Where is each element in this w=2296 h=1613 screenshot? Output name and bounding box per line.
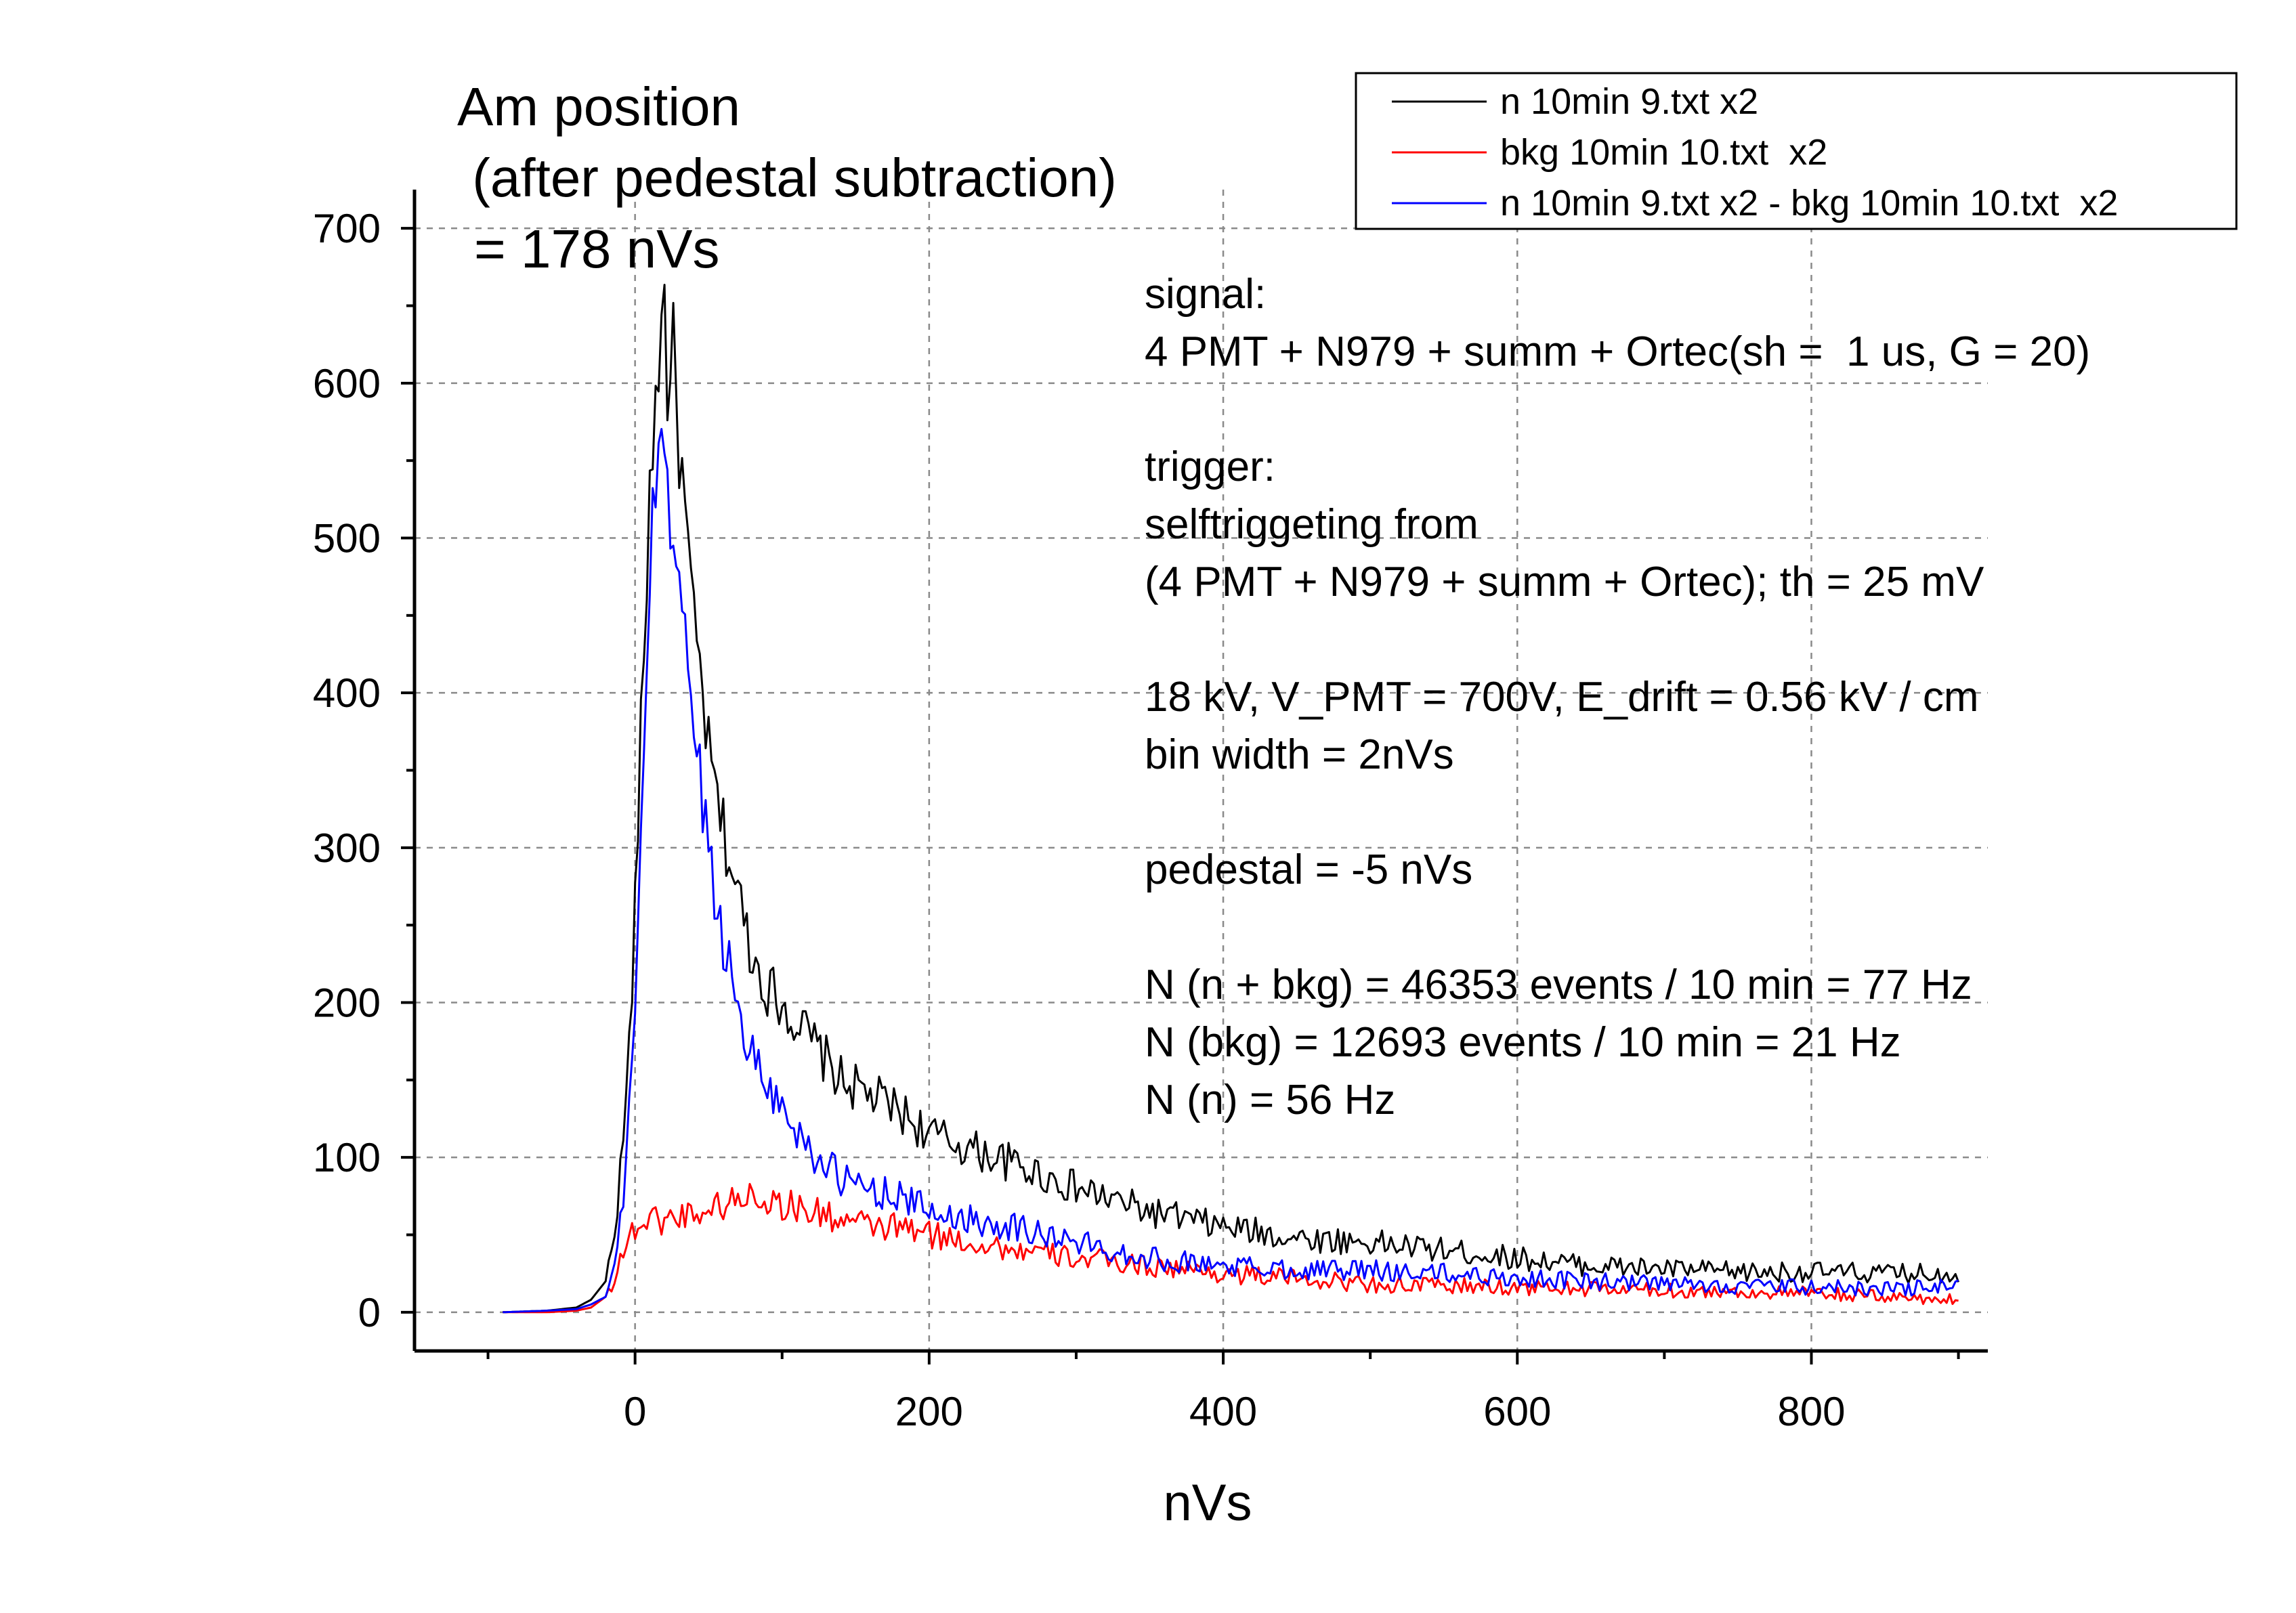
y-tick-label: 700 xyxy=(313,206,381,251)
annotation-line: N (n) = 56 Hz xyxy=(1145,1077,1395,1123)
chart-title: Am position (after pedestal subtraction)… xyxy=(457,77,1117,279)
legend-label-n: n 10min 9.txt x2 xyxy=(1500,81,1758,122)
legend-label-diff: n 10min 9.txt x2 - bkg 10min 10.txt x2 xyxy=(1500,183,2118,223)
series-lines xyxy=(503,284,1960,1314)
annotation-line: signal: xyxy=(1145,271,1266,318)
grid xyxy=(414,190,1988,1351)
x-axis-title: nVs xyxy=(1164,1474,1252,1532)
legend-label-bkg: bkg 10min 10.txt x2 xyxy=(1500,132,1827,173)
annotation-line: selftriggeting from xyxy=(1145,501,1479,548)
x-tick-label: 200 xyxy=(895,1389,963,1434)
y-tick-label: 100 xyxy=(313,1135,381,1180)
x-tick-label: 0 xyxy=(624,1389,646,1434)
annotation-line: (4 PMT + N979 + summ + Ortec); th = 25 m… xyxy=(1145,559,1984,605)
annotation-line: N (n + bkg) = 46353 events / 10 min = 77… xyxy=(1145,962,1972,1008)
y-tick-label: 500 xyxy=(313,516,381,561)
x-tick-label: 600 xyxy=(1483,1389,1551,1434)
axes xyxy=(401,190,1988,1364)
series-line-0 xyxy=(503,284,1960,1314)
y-tick-label: 600 xyxy=(313,361,381,406)
y-tick-label: 300 xyxy=(313,825,381,871)
series-line-1 xyxy=(503,1182,1959,1314)
x-tick-label: 800 xyxy=(1777,1389,1845,1434)
y-tick-label: 200 xyxy=(313,981,381,1026)
y-tick-label: 0 xyxy=(358,1290,381,1335)
annotation-line: pedestal = -5 nVs xyxy=(1145,846,1472,893)
legend: n 10min 9.txt x2 bkg 10min 10.txt x2 n 1… xyxy=(1355,72,2238,230)
annotation-line: 4 PMT + N979 + summ + Ortec(sh = 1 us, G… xyxy=(1145,328,2090,375)
legend-box xyxy=(1355,72,2238,230)
title-line-2: (after pedestal subtraction) xyxy=(457,148,1117,208)
x-tick-label: 400 xyxy=(1189,1389,1257,1434)
annotation-line: N (bkg) = 12693 events / 10 min = 21 Hz xyxy=(1145,1019,1901,1066)
annotation-line: bin width = 2nVs xyxy=(1145,731,1454,778)
annotation-block: signal: 4 PMT + N979 + summ + Ortec(sh =… xyxy=(1145,271,2090,1123)
tick-labels: 0 100 200 300 400 500 600 700 0 200 400 600 800 xyxy=(313,206,1846,1434)
series-line-2 xyxy=(503,428,1959,1314)
title-line-3: = 178 nVs xyxy=(474,219,720,279)
y-tick-label: 400 xyxy=(313,670,381,716)
title-line-1: Am position xyxy=(457,77,740,137)
annotation-line: 18 kV, V_PMT = 700V, E_drift = 0.56 kV /… xyxy=(1145,674,1979,721)
annotation-line: trigger: xyxy=(1145,444,1275,490)
